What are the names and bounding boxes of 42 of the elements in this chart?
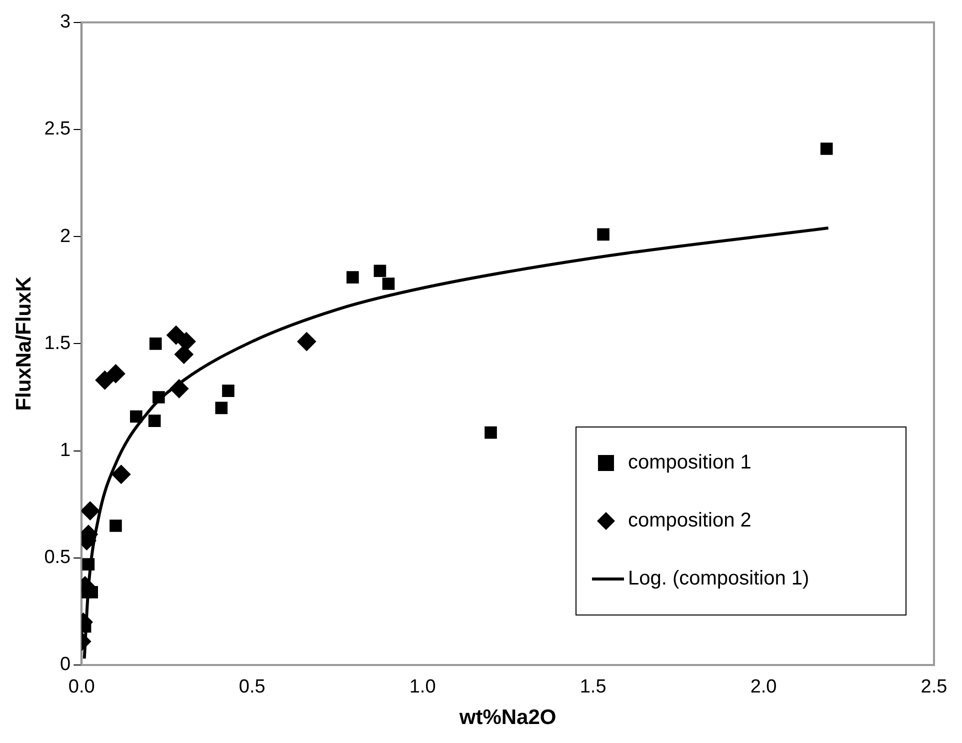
x-tick-label: 0.5 xyxy=(238,676,266,698)
y-tick-label: 1 xyxy=(60,440,71,462)
x-tick-label: 0.0 xyxy=(68,676,95,698)
point xyxy=(82,558,95,570)
point xyxy=(110,520,122,532)
point xyxy=(112,464,131,484)
point xyxy=(166,326,186,345)
point xyxy=(820,142,833,155)
y-axis-title: FluxNa/FluxK xyxy=(12,276,36,411)
point xyxy=(222,384,234,397)
point xyxy=(148,414,161,427)
point xyxy=(82,501,100,520)
x-tick-label: 2.5 xyxy=(920,676,948,698)
point xyxy=(149,338,162,350)
line-series xyxy=(82,226,830,660)
point xyxy=(597,228,610,241)
x-tick-label: 2.0 xyxy=(750,676,777,698)
y-tick-label: 0 xyxy=(60,654,71,676)
y-tick-label: 3 xyxy=(60,12,71,33)
point xyxy=(374,264,386,278)
point xyxy=(106,364,126,384)
point xyxy=(152,391,165,404)
x-tick-label: 1.5 xyxy=(580,676,606,698)
point xyxy=(86,586,98,598)
y-tick-label: 2.5 xyxy=(44,118,71,140)
y-tick-label: 1.5 xyxy=(44,332,71,354)
point xyxy=(297,332,316,352)
point xyxy=(95,370,114,390)
x-tick-label: 1.0 xyxy=(409,676,436,698)
legend-label: composition 1 xyxy=(628,452,752,474)
point xyxy=(382,278,395,290)
x-axis-title: wt%Na2O xyxy=(458,706,556,730)
point xyxy=(130,410,142,423)
point xyxy=(484,426,497,439)
point xyxy=(346,271,359,284)
y-tick-label: 0.5 xyxy=(44,547,71,568)
point xyxy=(170,379,189,398)
legend-label: Log. (composition 1) xyxy=(628,568,810,590)
legend-label: composition 2 xyxy=(628,510,752,532)
y-tick-label: 2 xyxy=(60,226,71,247)
point xyxy=(174,344,194,364)
point xyxy=(215,402,228,414)
